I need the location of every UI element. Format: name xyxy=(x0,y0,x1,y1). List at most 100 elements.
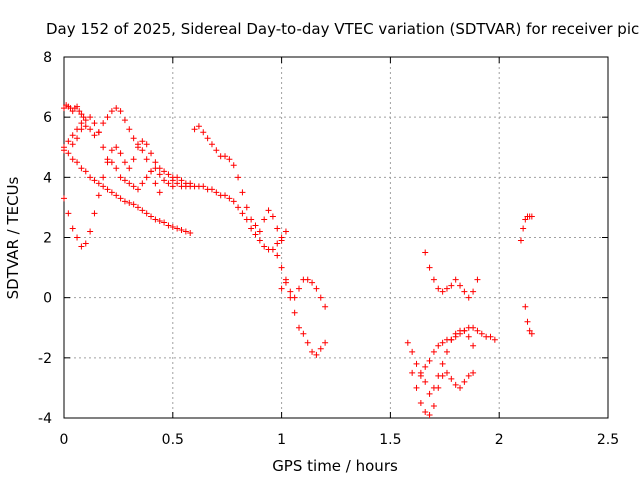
data-point-plus xyxy=(69,156,76,163)
data-point-plus xyxy=(156,217,163,224)
data-point-plus xyxy=(322,339,329,346)
data-point-plus xyxy=(252,231,259,238)
data-point-plus xyxy=(139,138,146,145)
data-point-plus xyxy=(452,276,459,283)
data-point-plus xyxy=(430,276,437,283)
data-point-plus xyxy=(239,210,246,217)
data-point-plus xyxy=(520,225,527,232)
data-point-plus xyxy=(208,186,215,193)
y-tick-label: 2 xyxy=(43,231,52,247)
data-point-plus xyxy=(439,339,446,346)
data-point-plus xyxy=(91,120,98,127)
data-point-plus xyxy=(256,237,263,244)
data-point-plus xyxy=(126,199,133,206)
data-point-plus xyxy=(291,309,298,316)
data-point-plus xyxy=(448,375,455,382)
x-tick-label: 2 xyxy=(495,432,504,448)
data-point-plus xyxy=(74,234,81,241)
data-point-plus xyxy=(296,285,303,292)
data-points xyxy=(61,102,535,418)
data-point-plus xyxy=(213,147,220,154)
data-point-plus xyxy=(426,264,433,271)
data-point-plus xyxy=(304,276,311,283)
data-point-plus xyxy=(274,240,281,247)
data-point-plus xyxy=(487,333,494,340)
data-point-plus xyxy=(143,174,150,181)
data-point-plus xyxy=(430,402,437,409)
data-point-plus xyxy=(108,189,115,196)
data-point-plus xyxy=(457,384,464,391)
data-point-plus xyxy=(191,126,198,133)
y-tick-label: 8 xyxy=(43,50,52,66)
data-point-plus xyxy=(74,159,81,166)
y-tick-label: -4 xyxy=(38,411,52,427)
data-point-plus xyxy=(178,226,185,233)
grid xyxy=(64,57,608,418)
data-point-plus xyxy=(309,348,316,355)
data-point-plus xyxy=(69,141,76,148)
data-point-plus xyxy=(430,348,437,355)
data-point-plus xyxy=(108,147,115,154)
data-point-plus xyxy=(426,357,433,364)
data-point-plus xyxy=(95,192,102,199)
data-point-plus xyxy=(524,318,531,325)
data-point-plus xyxy=(287,288,294,295)
data-point-plus xyxy=(82,123,89,130)
data-point-plus xyxy=(265,207,272,214)
data-point-plus xyxy=(100,120,107,127)
data-point-plus xyxy=(269,246,276,253)
data-point-plus xyxy=(87,114,94,121)
data-point-plus xyxy=(439,360,446,367)
data-point-plus xyxy=(82,168,89,175)
data-point-plus xyxy=(156,165,163,172)
data-point-plus xyxy=(517,237,524,244)
data-point-plus xyxy=(187,180,194,187)
data-point-plus xyxy=(422,408,429,415)
data-point-plus xyxy=(65,150,72,157)
data-point-plus xyxy=(69,132,76,139)
data-point-plus xyxy=(470,369,477,376)
y-tick-label: 0 xyxy=(43,291,52,307)
data-point-plus xyxy=(61,144,67,151)
data-point-plus xyxy=(104,114,111,121)
data-point-plus xyxy=(230,198,237,205)
data-point-plus xyxy=(143,141,150,148)
data-point-plus xyxy=(104,159,111,166)
data-point-plus xyxy=(522,303,529,310)
data-point-plus xyxy=(435,285,442,292)
data-point-plus xyxy=(296,324,303,331)
data-point-plus xyxy=(165,180,172,187)
data-point-plus xyxy=(282,276,289,283)
data-point-plus xyxy=(91,177,98,184)
data-point-plus xyxy=(448,336,455,343)
data-point-plus xyxy=(156,171,163,178)
data-point-plus xyxy=(78,243,85,250)
data-point-plus xyxy=(104,186,111,193)
data-point-plus xyxy=(165,222,172,229)
data-point-plus xyxy=(269,213,276,220)
data-point-plus xyxy=(417,399,424,406)
x-tick-label: 2.5 xyxy=(597,432,619,448)
x-axis-label: GPS time / hours xyxy=(272,457,398,475)
data-point-plus xyxy=(100,144,107,151)
data-point-plus xyxy=(235,174,242,181)
y-tick-label: -2 xyxy=(38,351,52,367)
data-point-plus xyxy=(178,177,185,184)
data-point-plus xyxy=(204,135,211,142)
data-point-plus xyxy=(278,264,285,271)
data-point-plus xyxy=(139,180,146,187)
data-point-plus xyxy=(74,135,81,142)
data-point-plus xyxy=(222,153,229,160)
data-point-plus xyxy=(148,168,155,175)
data-point-plus xyxy=(69,108,76,115)
data-point-plus xyxy=(404,339,411,346)
data-point-plus xyxy=(522,216,529,223)
data-point-plus xyxy=(78,126,85,133)
data-point-plus xyxy=(422,363,429,370)
chart-title: Day 152 of 2025, Sidereal Day-to-day VTE… xyxy=(46,20,640,38)
data-point-plus xyxy=(87,174,94,181)
data-point-plus xyxy=(461,288,468,295)
data-point-plus xyxy=(474,327,481,334)
data-point-plus xyxy=(117,150,124,157)
